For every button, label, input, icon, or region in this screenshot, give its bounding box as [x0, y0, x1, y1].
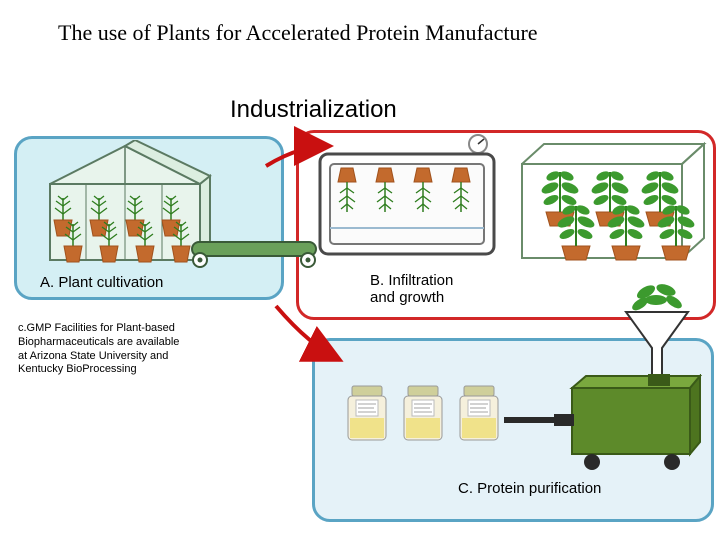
flow-arrows — [0, 0, 720, 540]
